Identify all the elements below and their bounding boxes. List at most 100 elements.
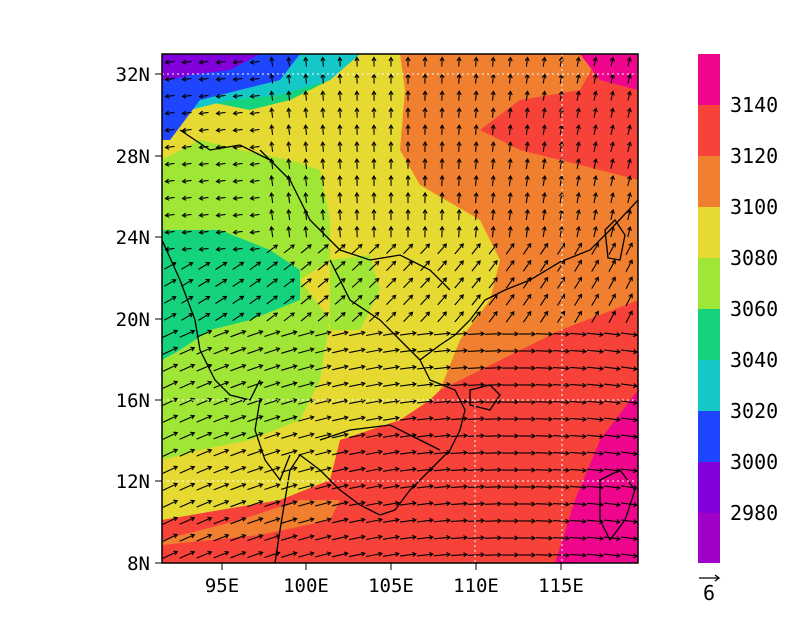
wind-arrow-icon: [541, 124, 547, 135]
wind-arrow-icon: [535, 433, 554, 439]
wind-arrow-icon: [264, 534, 281, 542]
wind-arrow-icon: [541, 225, 547, 238]
wind-arrow-icon: [320, 141, 326, 152]
wind-arrow-icon: [417, 398, 434, 404]
wind-arrow-icon: [439, 107, 445, 118]
wind-arrow-icon: [518, 501, 537, 507]
wind-arrow-icon: [484, 484, 503, 490]
wind-arrow-icon: [196, 414, 213, 423]
wind-arrow-icon: [501, 467, 520, 473]
wind-arrow-icon: [621, 485, 638, 491]
wind-arrow-icon: [368, 277, 380, 288]
wind-arrow-icon: [522, 293, 532, 306]
wind-arrow-icon: [609, 208, 615, 221]
wind-arrow-icon: [365, 500, 383, 507]
wind-arrow-icon: [213, 533, 230, 542]
wind-arrow-icon: [518, 416, 537, 422]
wind-arrow-icon: [539, 276, 549, 289]
wind-arrow-icon: [569, 382, 588, 388]
wind-arrow-icon: [437, 294, 448, 306]
wind-arrow-icon: [230, 533, 247, 542]
wind-arrow-icon: [337, 191, 343, 204]
wind-arrow-icon: [608, 293, 616, 306]
wind-arrow-icon: [575, 191, 581, 204]
wind-arrow-icon: [300, 244, 312, 254]
wind-arrow-icon: [332, 466, 349, 473]
wind-arrow-icon: [507, 208, 513, 221]
wind-arrow-icon: [507, 56, 513, 67]
wind-arrow-icon: [450, 416, 469, 422]
wind-arrow-icon: [505, 310, 515, 323]
wind-arrow-icon: [417, 534, 434, 540]
wind-arrow-icon: [198, 144, 209, 150]
wind-arrow-icon: [400, 347, 417, 353]
wind-arrow-icon: [365, 415, 383, 422]
wind-arrow-icon: [473, 158, 479, 169]
wind-arrow-icon: [162, 380, 179, 389]
wind-arrow-icon: [365, 551, 383, 558]
wind-arrow-icon: [400, 483, 417, 489]
wind-arrow-icon: [371, 158, 377, 169]
wind-arrow-icon: [383, 432, 400, 438]
wind-arrow-icon: [524, 90, 530, 101]
wind-arrow-icon: [213, 380, 230, 389]
wind-arrow-icon: [467, 348, 486, 354]
wind-arrow-icon: [557, 276, 566, 289]
wind-arrow-icon: [467, 467, 486, 473]
wind-arrow-icon: [232, 212, 243, 218]
colorbar-label: 3120: [730, 144, 778, 168]
wind-arrow-icon: [621, 434, 638, 440]
colorbar-swatch: [698, 462, 720, 513]
wind-arrow-icon: [473, 107, 479, 118]
wind-arrow-icon: [592, 73, 598, 84]
wind-arrow-icon: [558, 175, 564, 186]
wind-arrow-icon: [230, 329, 247, 338]
wind-arrow-icon: [507, 191, 513, 204]
wind-arrow-icon: [232, 93, 243, 99]
wind-arrow-icon: [400, 449, 417, 455]
wind-arrow-icon: [365, 398, 383, 405]
wind-arrow-icon: [450, 450, 469, 456]
colorbar-label: 3140: [730, 93, 778, 117]
wind-arrow-icon: [454, 260, 464, 272]
wind-arrow-icon: [334, 295, 346, 305]
wind-arrow-icon: [247, 432, 264, 440]
wind-arrow-icon: [332, 551, 349, 558]
wind-arrow-icon: [522, 276, 532, 289]
wind-arrow-icon: [473, 191, 479, 204]
wind-arrow-icon: [247, 415, 264, 423]
wind-arrow-icon: [609, 158, 615, 169]
wind-arrow-icon: [386, 260, 397, 271]
wind-arrow-icon: [164, 127, 175, 133]
wind-arrow-icon: [388, 158, 394, 169]
wind-arrow-icon: [298, 449, 315, 456]
wind-arrow-icon: [456, 141, 462, 152]
wind-arrow-icon: [383, 330, 400, 336]
wind-arrow-icon: [586, 365, 605, 371]
wind-arrow-icon: [283, 295, 295, 305]
wind-arrow-icon: [354, 90, 360, 101]
wind-arrow-icon: [484, 535, 503, 541]
wind-arrow-icon: [332, 500, 349, 507]
wind-arrow-icon: [315, 415, 332, 422]
wind-arrow-icon: [181, 262, 194, 270]
wind-arrow-icon: [247, 534, 264, 542]
wind-arrow-icon: [450, 501, 469, 507]
wind-arrow-icon: [337, 158, 343, 169]
wind-arrow-icon: [405, 124, 411, 135]
wind-arrow-icon: [198, 93, 209, 99]
wind-arrow-icon: [365, 517, 383, 524]
wind-arrow-icon: [286, 191, 292, 204]
wind-arrow-icon: [467, 552, 486, 558]
wind-arrow-icon: [535, 450, 554, 456]
lat-tick-label: 16N: [116, 390, 150, 412]
wind-arrow-icon: [249, 110, 260, 116]
wind-arrow-icon: [383, 466, 400, 472]
wind-arrow-icon: [626, 107, 632, 118]
wind-arrow-icon: [249, 212, 260, 218]
wind-arrow-icon: [433, 348, 452, 354]
wind-arrow-icon: [388, 107, 394, 118]
wind-arrow-icon: [484, 433, 503, 439]
wind-arrow-icon: [586, 331, 605, 337]
